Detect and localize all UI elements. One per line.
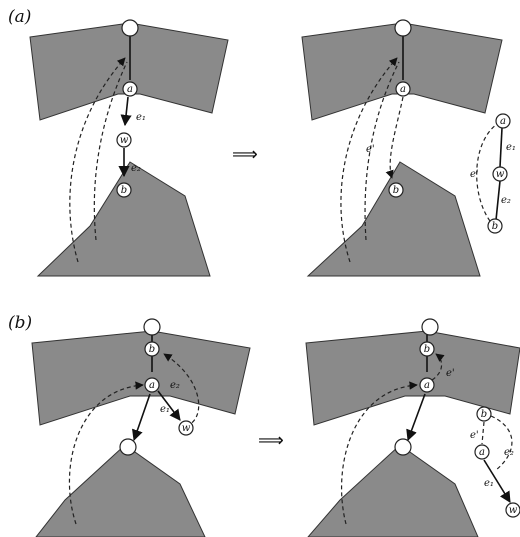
panel-b-right-edge-down: [406, 393, 426, 442]
panel-b-right-lower-node: [394, 438, 412, 456]
panel-b-label: (b): [8, 313, 32, 333]
panel-b-left-top-node: [143, 318, 161, 336]
panel-a-right-dashed-path-inner: [364, 61, 400, 241]
panel-a-side-node-a-label: a: [500, 116, 506, 127]
panel-b-side-edge-e1: [483, 459, 511, 503]
panel-b-side-node-w-label: w: [509, 505, 518, 516]
panel-b-side-e2-label: e₂: [504, 447, 514, 458]
panel-b-left-node-w: [178, 420, 194, 436]
panel-a-left-e1-label: e₁: [136, 112, 146, 123]
panel-b-left-top-polygon: [31, 330, 251, 426]
panel-b-side-dashed-loop: [490, 415, 513, 471]
panel-b-right-e-prime-label: e': [446, 368, 455, 379]
panel-b-left-node-a: [144, 377, 160, 393]
panel-b-right-dashed-path-outer: [340, 381, 418, 525]
panel-b-right-top-node: [421, 318, 439, 336]
panel-a-left-top-polygon: [29, 22, 229, 121]
panel-a-right-bottom-polygon: [306, 161, 481, 277]
panel-a-side-node-w: [492, 166, 508, 182]
panel-a-side-dashed-e-prime: [476, 121, 501, 227]
panel-a-left-dashed-path-outer: [69, 57, 126, 263]
panel-b-left-node-w-label: w: [182, 423, 191, 434]
panel-a-right-dashed-path-outer: [340, 57, 398, 263]
panel-b-side-e1-label: e₁: [484, 478, 494, 489]
panel-b-left-edge-down: [132, 393, 151, 442]
panel-b-right-node-b-label: b: [424, 344, 430, 355]
panel-b-right-node-b: [419, 341, 435, 357]
panel-a-left-edge-e1: [120, 96, 132, 127]
panel-b-side-node-b-label: b: [481, 409, 487, 420]
panel-a-right-node-b-label: b: [393, 185, 399, 196]
panel-b-left-edge-e1: [157, 390, 181, 421]
panel-b-right-edge-e-prime: [431, 353, 445, 381]
panel-b-left-e1-label: e₁: [160, 404, 170, 415]
panel-b-right-bottom-polygon: [307, 444, 479, 537]
panel-b-side-edge-e-prime: [481, 421, 485, 445]
panel-b-left-e2-label: e₂: [170, 380, 180, 391]
panel-a-side-node-b: [487, 218, 503, 234]
panel-a-right-top-node: [394, 19, 412, 37]
panel-b-side-node-w: [505, 502, 520, 518]
panel-a-right-e-prime-label: e': [366, 144, 375, 155]
panel-a-label: (a): [8, 7, 31, 27]
panel-a-left-node-b-label: b: [121, 185, 127, 196]
panel-b-left-bottom-polygon: [35, 444, 206, 537]
panel-b-side-node-a: [474, 444, 490, 460]
panel-a-left-node-a-label: a: [127, 84, 133, 95]
panel-a-right-edge-e-prime: [385, 96, 404, 179]
panel-a-left-node-w: [116, 132, 132, 148]
panel-a-side-e-prime-label: e': [470, 169, 479, 180]
panel-a-right-node-a-label: a: [400, 84, 406, 95]
panel-a-transform-arrow: ⟹: [232, 144, 258, 165]
panel-b-left-node-b-label: b: [149, 344, 155, 355]
panel-a-left-dashed-path-inner: [93, 61, 128, 241]
panel-a-side-node-a: [495, 113, 511, 129]
panel-a-left-bottom-polygon: [36, 161, 211, 277]
panel-a-left-top-node: [121, 19, 139, 37]
panel-b-side-node-a-label: a: [479, 447, 485, 458]
panel-a-side-e1-label: e₁: [506, 142, 516, 153]
panel-b-transform-arrow: ⟹: [258, 430, 284, 451]
panel-a-side-e2-label: e₂: [501, 195, 511, 206]
panel-a-left-node-w-label: w: [120, 135, 129, 146]
panel-b-side-e-prime-label: e': [470, 430, 479, 441]
panel-b-right-top-polygon: [305, 330, 520, 426]
panel-b-side-node-b: [476, 406, 492, 422]
panel-a-right-top-polygon: [301, 22, 503, 121]
panel-a-right-node-b: [388, 182, 404, 198]
panel-a-left-node-a: [122, 81, 138, 97]
panel-a-side-node-b-label: b: [492, 221, 498, 232]
panel-a-side-node-w-label: w: [496, 169, 505, 180]
panel-b-left-lower-node: [119, 438, 137, 456]
panel-a-side-edge-e2: [495, 180, 501, 221]
panel-b-left-dashed-path-outer: [68, 381, 144, 525]
panel-b-right-node-a: [419, 377, 435, 393]
panel-a-left-node-b: [116, 182, 132, 198]
panel-a-side-edge-e1: [499, 127, 503, 168]
panel-b-left-node-a-label: a: [149, 380, 155, 391]
panel-b-right-node-a-label: a: [424, 380, 430, 391]
panel-b-left-node-b: [144, 341, 160, 357]
panel-a-left-e2-label: e₂: [131, 163, 141, 174]
panel-a-right-node-a: [395, 81, 411, 97]
